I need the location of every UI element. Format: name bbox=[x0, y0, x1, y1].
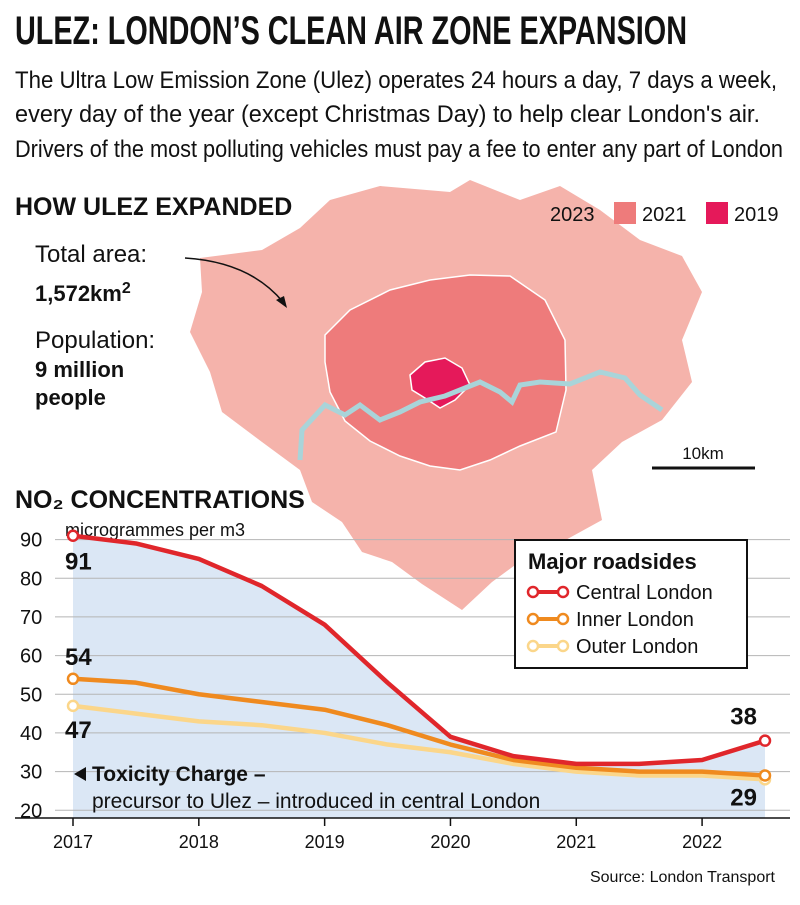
scale-label: 10km bbox=[682, 444, 724, 463]
y-tick-label: 50 bbox=[20, 684, 42, 706]
point bbox=[66, 529, 80, 542]
line bbox=[72, 533, 766, 767]
data-label: 29 bbox=[730, 784, 757, 811]
area-label: Total area: bbox=[35, 241, 147, 268]
x-tick-label: 2021 bbox=[556, 832, 596, 852]
chart-title: NO₂ CONCENTRATIONS bbox=[15, 486, 305, 514]
arrow bbox=[184, 257, 284, 303]
subtitle: The Ultra Low Emission Zone (Ulez) opera… bbox=[15, 67, 777, 94]
data-label: 38 bbox=[730, 704, 757, 731]
subtitle: Drivers of the most polluting vehicles m… bbox=[15, 136, 783, 163]
legend-swatch bbox=[614, 202, 636, 224]
point bbox=[758, 734, 772, 747]
point bbox=[66, 699, 80, 713]
x-tick-label: 2017 bbox=[53, 832, 93, 852]
title: ULEZ: LONDON’S CLEAN AIR ZONE EXPANSION bbox=[15, 9, 687, 53]
legend-label: Central London bbox=[576, 582, 713, 604]
y-tick-label: 30 bbox=[20, 762, 42, 784]
point bbox=[66, 672, 80, 686]
data-label: 54 bbox=[65, 644, 92, 671]
x-tick-label: 2022 bbox=[682, 832, 722, 852]
legend-marker bbox=[526, 612, 540, 626]
legend-label: 2019 bbox=[734, 204, 779, 226]
y-tick-label: 40 bbox=[20, 723, 42, 745]
x-tick-label: 2019 bbox=[305, 832, 345, 852]
legend-label: 2021 bbox=[642, 204, 687, 226]
annotation: Toxicity Charge – bbox=[92, 763, 266, 786]
zone-2019 bbox=[409, 357, 471, 409]
y-tick-label: 70 bbox=[20, 607, 42, 629]
line bbox=[72, 676, 766, 778]
data-label: 47 bbox=[65, 717, 92, 744]
area-sup: 2 bbox=[122, 280, 131, 297]
legend-marker bbox=[526, 585, 540, 599]
map-title: HOW ULEZ EXPANDED bbox=[15, 193, 292, 221]
legend-title: Major roadsides bbox=[528, 549, 697, 574]
legend-swatch bbox=[706, 202, 728, 224]
legend-marker bbox=[556, 585, 570, 599]
point bbox=[758, 769, 772, 782]
population-label: Population: bbox=[35, 327, 155, 354]
annotation: precursor to Ulez – introduced in centra… bbox=[92, 790, 540, 813]
annotation-arrow bbox=[74, 767, 86, 781]
legend-label: 2023 bbox=[550, 204, 595, 226]
source: Source: London Transport bbox=[590, 869, 776, 886]
y-tick-label: 80 bbox=[20, 568, 42, 590]
arrow-head bbox=[276, 296, 287, 308]
area-value: 1,572km2 bbox=[35, 280, 131, 306]
y-tick-label: 20 bbox=[20, 800, 42, 822]
legend-label: Inner London bbox=[576, 609, 694, 631]
y-tick-label: 60 bbox=[20, 646, 42, 668]
river bbox=[297, 369, 664, 461]
subtitle: every day of the year (except Christmas … bbox=[15, 101, 760, 128]
legend-marker bbox=[556, 612, 570, 626]
area bbox=[73, 535, 765, 818]
y-axis-label: microgrammes per m3 bbox=[65, 520, 245, 540]
legend-label: Outer London bbox=[576, 636, 698, 658]
area-number: 1,572km bbox=[35, 281, 122, 306]
legend-swatch bbox=[522, 202, 544, 224]
population-value: 9 million bbox=[35, 357, 124, 382]
x-tick-label: 2020 bbox=[430, 832, 470, 852]
map: 10km HOW ULEZ EXPANDED Total area: 1,572… bbox=[15, 180, 755, 610]
data-label: 91 bbox=[65, 549, 92, 576]
x-tick-label: 2018 bbox=[179, 832, 219, 852]
legend-marker bbox=[556, 639, 570, 653]
y-tick-label: 90 bbox=[20, 530, 42, 552]
population-value: people bbox=[35, 385, 106, 410]
legend-marker bbox=[526, 639, 540, 653]
line bbox=[72, 703, 766, 782]
